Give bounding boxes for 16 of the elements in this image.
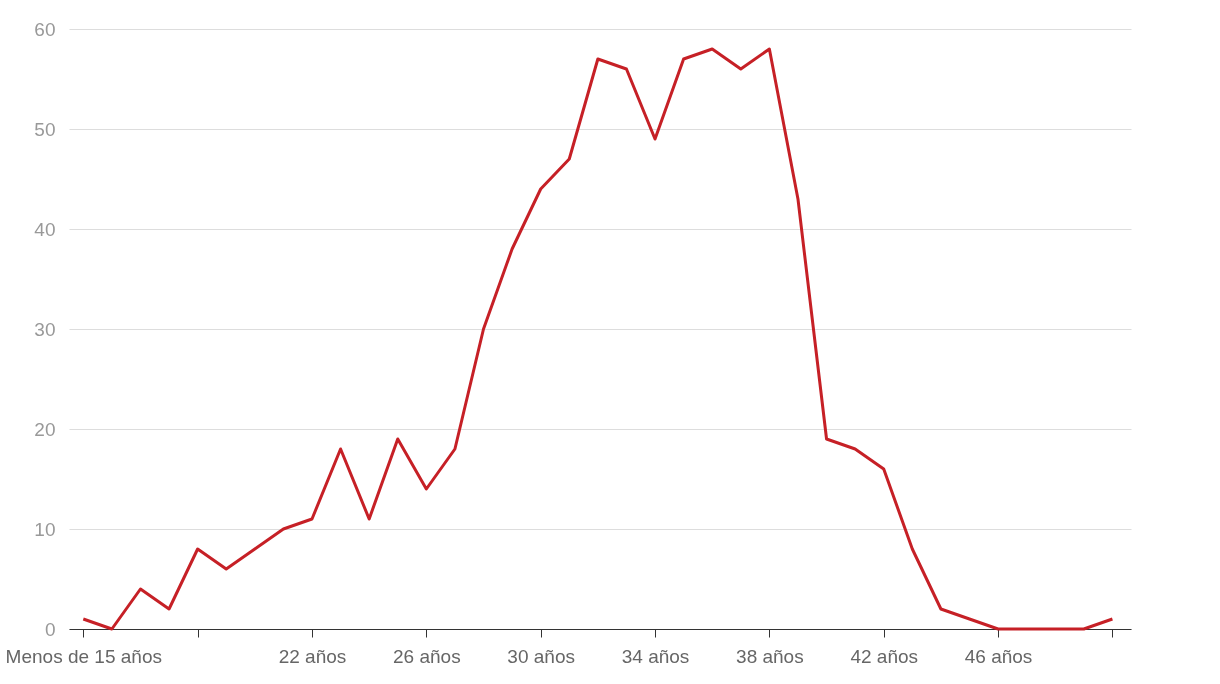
y-tick-label: 0 bbox=[44, 618, 56, 640]
y-tick-label: 40 bbox=[34, 218, 56, 240]
x-tick-label: 26 años bbox=[393, 645, 461, 667]
y-tick-label: 20 bbox=[34, 418, 56, 440]
y-tick-label: 30 bbox=[34, 318, 56, 340]
x-tick-label: 30 años bbox=[507, 645, 575, 667]
y-tick-label: 10 bbox=[34, 518, 56, 540]
x-tick-label: 22 años bbox=[278, 645, 347, 667]
line-series bbox=[81, 47, 1114, 631]
x-tick-label: 34 años bbox=[621, 645, 690, 667]
y-tick-label: 60 bbox=[34, 18, 56, 40]
x-tick-label: 46 años bbox=[964, 645, 1033, 667]
x-tick-label: 38 años bbox=[736, 645, 804, 667]
y-tick-label: 50 bbox=[34, 118, 56, 140]
x-tick-label: Menos de 15 años bbox=[5, 645, 162, 667]
x-tick-label: 42 años bbox=[850, 645, 919, 667]
